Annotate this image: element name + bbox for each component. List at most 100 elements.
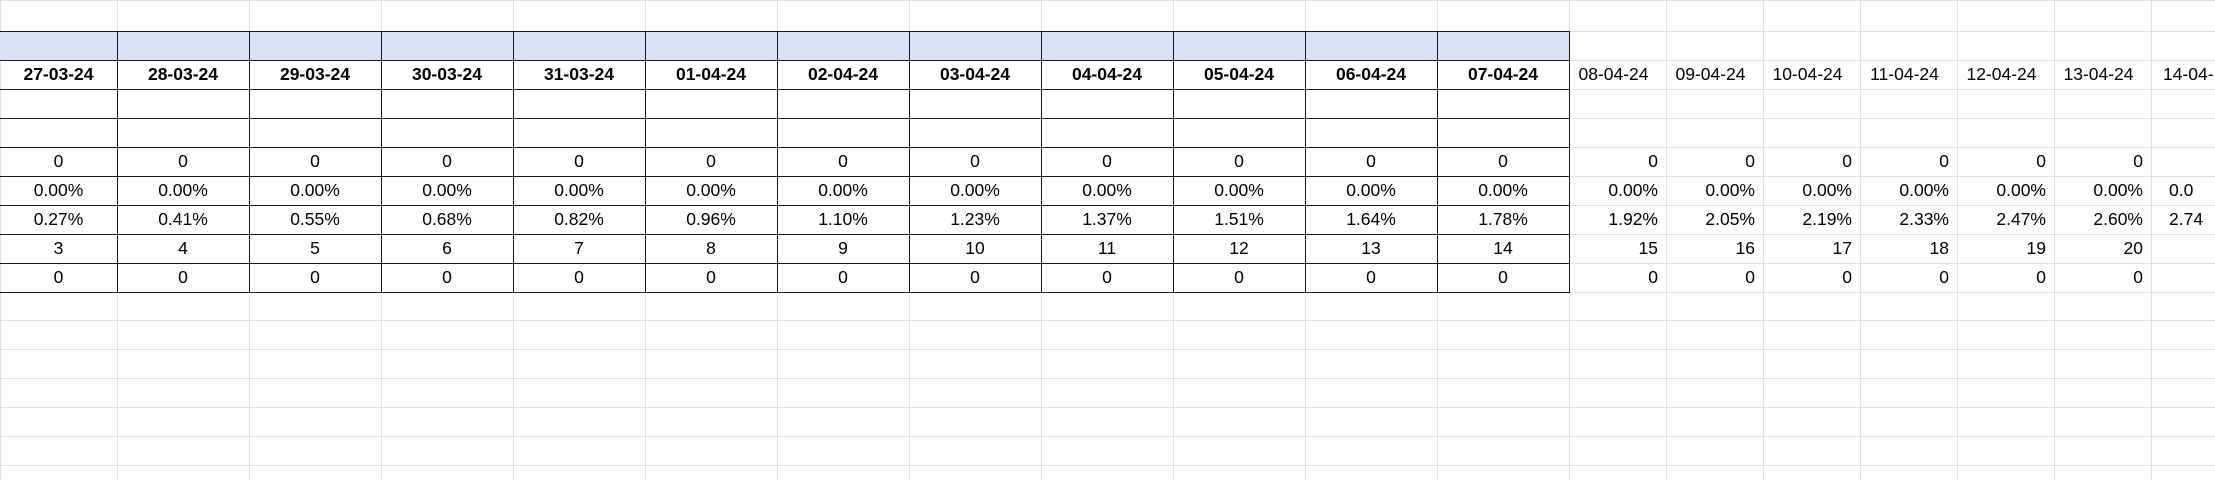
value-cell[interactable] — [2151, 147, 2215, 176]
count-cell[interactable] — [2151, 234, 2215, 263]
date-header-cell[interactable]: 02-04-24 — [807, 64, 879, 84]
percent-cell[interactable]: 0.00% — [290, 180, 340, 200]
count-cell[interactable]: 14 — [1493, 238, 1513, 258]
value-cell[interactable]: 0 — [1745, 267, 1755, 287]
percent-cell[interactable]: 2.47% — [1996, 209, 2046, 229]
percent-cell[interactable]: 0.00% — [2093, 180, 2143, 200]
value-cell[interactable]: 0 — [1234, 151, 1244, 171]
percent-cell[interactable]: 0.00% — [818, 180, 868, 200]
date-header-cell[interactable]: 30-03-24 — [411, 64, 483, 84]
percent-cell[interactable]: 0.00% — [1082, 180, 1132, 200]
percent-cell[interactable]: 0.00% — [422, 180, 472, 200]
count-cell[interactable]: 3 — [53, 238, 64, 258]
value-cell[interactable]: 0 — [53, 267, 64, 287]
percent-cell[interactable]: 0.00% — [1346, 180, 1396, 200]
value-cell[interactable]: 0 — [1842, 267, 1852, 287]
date-header-cell[interactable]: 05-04-24 — [1203, 64, 1275, 84]
date-header-cell[interactable]: 28-03-24 — [147, 64, 219, 84]
percent-cell[interactable]: 0.00% — [1214, 180, 1264, 200]
percent-cell[interactable]: 0.00% — [1705, 180, 1755, 200]
value-cell[interactable]: 0 — [574, 151, 584, 171]
count-cell[interactable]: 7 — [574, 238, 584, 258]
percent-cell[interactable]: 0.00% — [33, 180, 84, 200]
value-cell[interactable]: 0 — [1102, 151, 1112, 171]
count-cell[interactable]: 6 — [442, 238, 452, 258]
value-cell[interactable]: 0 — [1939, 151, 1949, 171]
percent-cell[interactable]: 1.92% — [1608, 209, 1658, 229]
date-header-cell[interactable]: 04-04-24 — [1071, 64, 1143, 84]
percent-cell[interactable]: 0.41% — [158, 209, 208, 229]
percent-cell[interactable]: 0.82% — [554, 209, 604, 229]
value-cell[interactable]: 0 — [838, 151, 848, 171]
count-cell[interactable]: 9 — [838, 238, 848, 258]
date-header-cell[interactable]: 31-03-24 — [543, 64, 615, 84]
count-cell[interactable]: 19 — [2026, 238, 2046, 258]
value-cell[interactable]: 0 — [706, 151, 716, 171]
percent-cell[interactable]: 0.00% — [158, 180, 208, 200]
date-header-cell[interactable]: 09-04-24 — [1675, 64, 1746, 84]
percent-cell[interactable]: 1.64% — [1346, 209, 1396, 229]
value-cell[interactable]: 0 — [2133, 267, 2143, 287]
value-cell[interactable]: 0 — [1842, 151, 1852, 171]
value-cell[interactable]: 0 — [2036, 267, 2046, 287]
percent-cell[interactable]: 0.00% — [1478, 180, 1528, 200]
date-header-cell[interactable]: 29-03-24 — [279, 64, 351, 84]
value-cell[interactable]: 0 — [706, 267, 716, 287]
value-cell[interactable]: 0 — [1498, 151, 1508, 171]
value-cell[interactable]: 0 — [1366, 267, 1376, 287]
percent-cell[interactable]: 2.33% — [1899, 209, 1949, 229]
value-cell[interactable]: 0 — [838, 267, 848, 287]
value-cell[interactable]: 0 — [970, 267, 980, 287]
percent-cell[interactable]: 0.00% — [1608, 180, 1658, 200]
value-cell[interactable]: 0 — [1498, 267, 1508, 287]
value-cell[interactable]: 0 — [442, 151, 452, 171]
date-header-cell[interactable]: 11-04-24 — [1870, 64, 1939, 84]
value-cell[interactable]: 0 — [970, 151, 980, 171]
count-cell[interactable]: 16 — [1735, 238, 1755, 258]
date-header-cell[interactable]: 01-04-24 — [675, 64, 747, 84]
date-header-cell[interactable]: 08-04-24 — [1578, 64, 1649, 84]
percent-cell[interactable]: 0.96% — [686, 209, 736, 229]
percent-cell[interactable]: 0.00% — [1996, 180, 2046, 200]
count-cell[interactable]: 11 — [1097, 238, 1117, 258]
date-header-cell[interactable]: 27-03-24 — [23, 64, 94, 84]
value-cell[interactable]: 0 — [574, 267, 584, 287]
date-header-cell[interactable]: 12-04-24 — [1966, 64, 2037, 84]
percent-cell[interactable]: 0.00% — [1802, 180, 1852, 200]
count-cell[interactable]: 15 — [1638, 238, 1658, 258]
percent-cell[interactable]: 0.55% — [290, 209, 340, 229]
value-cell[interactable]: 0 — [1234, 267, 1244, 287]
value-cell[interactable] — [2151, 263, 2215, 292]
value-cell[interactable]: 0 — [1939, 267, 1949, 287]
percent-cell[interactable]: 1.10% — [818, 209, 868, 229]
value-cell[interactable]: 0 — [1102, 267, 1112, 287]
value-cell[interactable]: 0 — [2133, 151, 2143, 171]
date-header-cell[interactable]: 13-04-24 — [2063, 64, 2134, 84]
value-cell[interactable]: 0 — [1648, 267, 1658, 287]
count-cell[interactable]: 4 — [178, 238, 188, 258]
date-header-cell[interactable]: 03-04-24 — [939, 64, 1011, 84]
percent-cell[interactable]: 1.23% — [950, 209, 1000, 229]
percent-cell[interactable]: 1.78% — [1478, 209, 1528, 229]
value-cell[interactable]: 0 — [310, 151, 320, 171]
count-cell[interactable]: 12 — [1229, 238, 1249, 258]
count-cell[interactable]: 13 — [1361, 238, 1381, 258]
percent-cell[interactable]: 2.05% — [1705, 209, 1755, 229]
count-cell[interactable]: 17 — [1832, 238, 1852, 258]
percent-cell[interactable]: 0.00% — [686, 180, 736, 200]
value-cell[interactable]: 0 — [442, 267, 452, 287]
date-header-cell[interactable]: 14-04- — [2163, 64, 2214, 84]
value-cell[interactable]: 0 — [178, 151, 188, 171]
percent-cell[interactable]: 0.0 — [2169, 180, 2194, 200]
count-cell[interactable]: 20 — [2123, 238, 2143, 258]
percent-cell[interactable]: 0.00% — [1899, 180, 1949, 200]
count-cell[interactable]: 18 — [1929, 238, 1949, 258]
percent-cell[interactable]: 1.37% — [1082, 209, 1132, 229]
value-cell[interactable]: 0 — [1745, 151, 1755, 171]
percent-cell[interactable]: 0.00% — [950, 180, 1000, 200]
percent-cell[interactable]: 1.51% — [1214, 209, 1264, 229]
value-cell[interactable]: 0 — [1366, 151, 1376, 171]
date-header-cell[interactable]: 06-04-24 — [1335, 64, 1407, 84]
value-cell[interactable]: 0 — [53, 151, 64, 171]
